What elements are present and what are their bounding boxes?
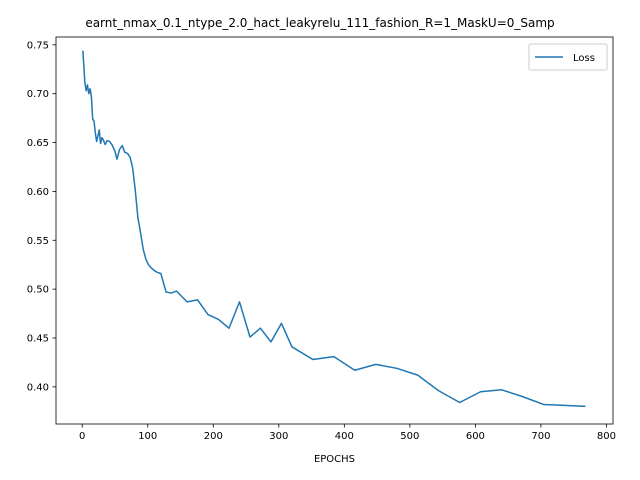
axes-frame [55, 36, 614, 425]
x-axis-ticks: 0 100 200 300 400 500 600 700 800 [79, 424, 616, 442]
x-tick-label: 0 [79, 431, 85, 442]
chart-title: earnt_nmax_0.1_ntype_2.0_hact_leakyrelu_… [85, 16, 554, 30]
x-tick-label: 300 [269, 431, 288, 442]
legend-box [528, 43, 608, 71]
legend-label: Loss [573, 53, 595, 64]
x-tick-label: 500 [400, 431, 419, 442]
y-tick-label: 0.75 [27, 40, 49, 51]
x-tick-label: 600 [466, 431, 485, 442]
y-tick-label: 0.45 [27, 334, 49, 345]
x-tick-label: 800 [597, 431, 616, 442]
x-tick-label: 100 [138, 431, 157, 442]
y-tick-label: 0.55 [27, 236, 49, 247]
legend: Loss [528, 43, 608, 71]
x-tick-label: 200 [204, 431, 223, 442]
y-tick-label: 0.40 [27, 382, 49, 393]
x-axis-label: EPOCHS [314, 454, 355, 465]
y-tick-label: 0.60 [27, 187, 49, 198]
y-tick-label: 0.65 [27, 138, 49, 149]
y-tick-label: 0.50 [27, 285, 49, 296]
y-axis-ticks: 0.40 0.45 0.50 0.55 0.60 0.65 0.70 0.75 [27, 40, 56, 393]
x-tick-label: 400 [335, 431, 354, 442]
plot-area [55, 36, 614, 425]
x-tick-label: 700 [531, 431, 550, 442]
series-line-0 [82, 50, 586, 408]
y-tick-label: 0.70 [27, 89, 49, 100]
